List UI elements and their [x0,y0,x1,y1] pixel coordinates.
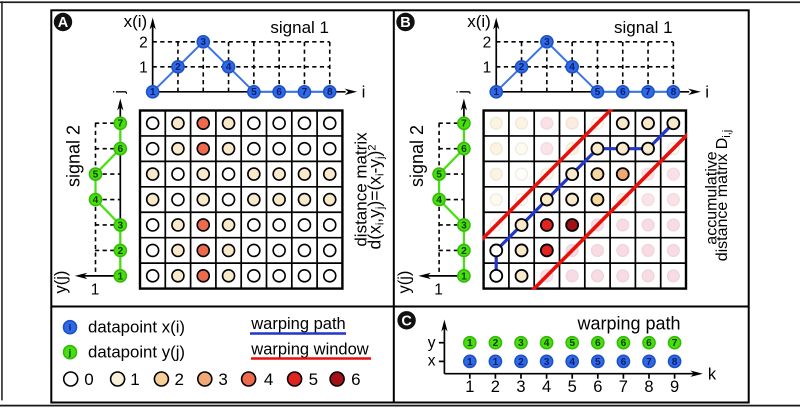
svg-text:2: 2 [518,357,524,368]
svg-text:6: 6 [620,87,626,98]
svg-text:3: 3 [461,220,467,231]
svg-text:4: 4 [542,378,551,396]
svg-text:accumulative: accumulative [704,151,721,244]
svg-text:5: 5 [309,370,318,389]
svg-text:i: i [705,82,709,101]
svg-text:7: 7 [646,357,652,368]
svg-text:4: 4 [226,62,232,73]
svg-text:5: 5 [569,338,575,349]
svg-text:7: 7 [645,87,651,98]
svg-text:B: B [400,15,410,31]
svg-text:8: 8 [327,87,333,98]
svg-text:y: y [428,334,436,351]
svg-text:1: 1 [461,271,467,282]
svg-text:1: 1 [130,370,139,389]
svg-text:1: 1 [493,357,499,368]
svg-text:5: 5 [595,87,601,98]
svg-text:k: k [708,366,717,384]
svg-text:8: 8 [671,87,677,98]
svg-text:warping path: warping path [250,315,345,333]
svg-text:x: x [428,353,436,370]
svg-text:warping window: warping window [250,341,368,359]
svg-text:j: j [454,90,471,94]
svg-text:7: 7 [302,87,308,98]
svg-text:7: 7 [117,119,123,130]
svg-text:3: 3 [544,37,550,48]
svg-text:1: 1 [467,357,473,368]
svg-text:9: 9 [670,378,679,396]
svg-text:5: 5 [568,378,577,396]
svg-text:3: 3 [544,357,550,368]
svg-text:i: i [362,82,366,101]
svg-text:y(j): y(j) [52,271,70,294]
svg-text:y(j): y(j) [396,271,414,294]
svg-text:warping path: warping path [576,314,680,334]
svg-text:i: i [69,323,72,334]
svg-text:5: 5 [93,170,99,181]
svg-text:1: 1 [139,59,148,76]
svg-text:6: 6 [621,338,627,349]
svg-text:d(xi,yj)=(xi-yj)2: d(xi,yj)=(xi-yj)2 [365,145,387,250]
svg-text:1: 1 [434,282,443,299]
svg-text:6: 6 [646,338,652,349]
svg-text:0: 0 [84,370,93,389]
svg-text:3: 3 [218,370,227,389]
svg-text:6: 6 [117,144,123,155]
svg-text:4: 4 [264,370,273,389]
svg-text:datapoint y(j): datapoint y(j) [88,343,185,362]
svg-text:signal 2: signal 2 [63,125,83,187]
svg-text:x(i): x(i) [124,12,148,31]
svg-text:1: 1 [91,282,100,299]
svg-text:5: 5 [595,357,601,368]
svg-text:3: 3 [516,378,525,396]
svg-text:4: 4 [93,195,99,206]
svg-text:7: 7 [672,338,678,349]
svg-text:5: 5 [436,170,442,181]
svg-text:4: 4 [569,62,575,73]
svg-text:6: 6 [621,357,627,368]
svg-text:C: C [401,313,412,329]
svg-text:6: 6 [351,370,360,389]
svg-text:j: j [68,348,72,359]
svg-text:2: 2 [139,34,148,51]
svg-text:2: 2 [493,338,499,349]
svg-text:4: 4 [436,195,442,206]
svg-text:6: 6 [461,144,467,155]
svg-text:3: 3 [200,37,206,48]
svg-text:2: 2 [461,246,467,257]
svg-text:2: 2 [491,378,500,396]
svg-text:1: 1 [467,338,473,349]
svg-text:4: 4 [569,357,575,368]
svg-text:datapoint x(i): datapoint x(i) [88,318,185,337]
svg-text:distance matrix: distance matrix [352,132,371,247]
svg-text:4: 4 [544,338,550,349]
svg-text:2: 2 [174,370,183,389]
svg-text:8: 8 [644,378,653,396]
svg-text:x(i): x(i) [467,12,491,31]
svg-text:3: 3 [518,338,524,349]
svg-text:7: 7 [619,378,628,396]
svg-text:signal 1: signal 1 [270,18,329,37]
svg-text:6: 6 [595,338,601,349]
svg-text:signal 1: signal 1 [614,18,673,37]
svg-text:2: 2 [175,62,181,73]
svg-text:1: 1 [117,271,123,282]
svg-text:2: 2 [117,246,123,257]
svg-text:5: 5 [251,87,257,98]
svg-text:3: 3 [117,220,123,231]
svg-text:6: 6 [593,378,602,396]
svg-text:7: 7 [461,119,467,130]
svg-text:8: 8 [672,357,678,368]
svg-text:6: 6 [276,87,282,98]
svg-text:1: 1 [483,59,492,76]
svg-text:distance matrix Di,j: distance matrix Di,j [714,130,733,262]
svg-text:j: j [111,90,128,94]
svg-text:2: 2 [519,62,525,73]
svg-text:1: 1 [493,87,499,98]
svg-text:signal 2: signal 2 [407,125,427,187]
svg-text:A: A [58,15,69,31]
svg-text:2: 2 [483,34,492,51]
svg-text:1: 1 [150,87,156,98]
svg-text:1: 1 [465,378,474,396]
